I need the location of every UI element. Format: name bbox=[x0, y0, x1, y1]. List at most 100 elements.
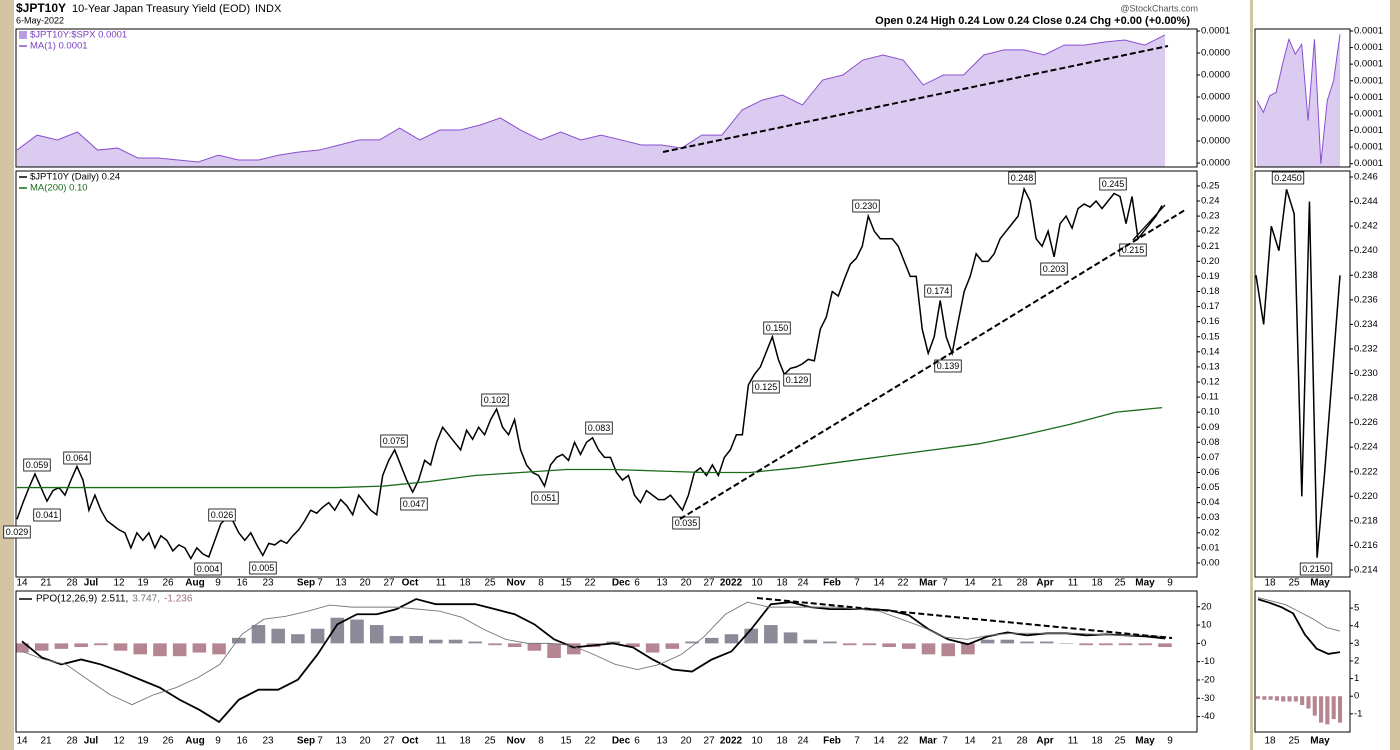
annotation-box bbox=[672, 516, 700, 530]
x-tick-label: 11 bbox=[436, 578, 447, 589]
y-tick-label: 0.11 bbox=[1201, 392, 1219, 403]
histogram-bar bbox=[153, 643, 167, 657]
y-tick-label: 0.244 bbox=[1354, 196, 1378, 207]
exchange: INDX bbox=[255, 3, 282, 15]
histogram-bar bbox=[1118, 643, 1133, 646]
x-tick-label: 12 bbox=[113, 578, 125, 589]
x-tick-label: 27 bbox=[383, 578, 395, 589]
legend-label: -1.236 bbox=[164, 594, 193, 605]
y-tick-label: 0.238 bbox=[1354, 270, 1378, 281]
x-tick-label: 23 bbox=[262, 736, 274, 747]
x-tick-label: Aug bbox=[185, 578, 204, 589]
line bbox=[21, 598, 1166, 724]
y-tick-label: 0.12 bbox=[1201, 377, 1220, 388]
x-tick-label: Mar bbox=[919, 736, 937, 747]
instrument-name: 10-Year Japan Treasury Yield (EOD) bbox=[72, 3, 250, 15]
y-tick-label: 0.0001 bbox=[1354, 108, 1383, 119]
annotation-box bbox=[783, 373, 811, 387]
x-tick-label: 22 bbox=[584, 736, 596, 747]
annotation-label: 0.075 bbox=[383, 436, 406, 446]
histogram-bar bbox=[1079, 643, 1093, 646]
y-tick-label: 0.03 bbox=[1201, 512, 1220, 523]
x-tick-label: Feb bbox=[823, 578, 841, 589]
annotation-box bbox=[1008, 171, 1036, 185]
legend-label: MA(1) 0.0001 bbox=[30, 41, 88, 52]
annotation-label: 0.139 bbox=[937, 361, 960, 371]
histogram-bar bbox=[803, 639, 818, 644]
y-tick-label: -30 bbox=[1201, 693, 1215, 704]
x-tick-label: 9 bbox=[1167, 578, 1173, 589]
annotation-box bbox=[481, 393, 509, 407]
trend-line bbox=[756, 597, 1173, 639]
histogram-bar bbox=[1306, 696, 1311, 709]
symbol: $JPT10Y bbox=[16, 1, 66, 15]
x-tick-label: 25 bbox=[1114, 736, 1126, 747]
x-tick-label: May bbox=[1310, 736, 1330, 747]
x-tick-label: 21 bbox=[991, 578, 1003, 589]
y-tick-label: 3 bbox=[1354, 638, 1359, 649]
x-tick-label: 28 bbox=[1016, 736, 1028, 747]
quote: Open 0.24 High 0.24 Low 0.24 Close 0.24 … bbox=[875, 15, 1190, 27]
y-tick-label: 0 bbox=[1201, 638, 1206, 649]
x-tick-label: 18 bbox=[1091, 736, 1103, 747]
x-tick-label: 6 bbox=[634, 736, 640, 747]
annotation-box bbox=[380, 434, 408, 448]
x-tick-label: 2022 bbox=[720, 736, 743, 747]
y-tick-label: 0.05 bbox=[1201, 482, 1220, 493]
y-tick-label: 0.0001 bbox=[1354, 158, 1383, 169]
x-tick-label: 26 bbox=[162, 578, 174, 589]
x-tick-label: 22 bbox=[584, 578, 596, 589]
histogram-bar bbox=[665, 643, 680, 649]
x-tick-label: Jul bbox=[84, 736, 99, 747]
x-tick-label: Apr bbox=[1036, 736, 1053, 747]
y-tick-label: 0.0001 bbox=[1354, 42, 1383, 53]
x-tick-label: 13 bbox=[656, 736, 668, 747]
histogram-bar bbox=[685, 641, 699, 644]
x-tick-label: 18 bbox=[1264, 578, 1276, 589]
plot-area bbox=[16, 34, 1166, 167]
y-tick-label: 0.216 bbox=[1354, 540, 1378, 551]
y-tick-label: 0.220 bbox=[1354, 491, 1378, 502]
histogram-bar bbox=[764, 625, 778, 644]
y-tick-label: 0.0000 bbox=[1201, 158, 1230, 169]
y-tick-label: 0.25 bbox=[1201, 180, 1220, 191]
histogram-bar bbox=[1274, 696, 1279, 701]
x-tick-label: 25 bbox=[1288, 736, 1300, 747]
x-tick-label: 15 bbox=[560, 578, 572, 589]
x-tick-label: 21 bbox=[40, 736, 52, 747]
x-tick-label: 19 bbox=[137, 578, 149, 589]
x-tick-label: 28 bbox=[66, 736, 78, 747]
annotation-box bbox=[924, 284, 952, 298]
y-tick-label: 0.0000 bbox=[1201, 48, 1230, 59]
x-tick-label: 18 bbox=[776, 578, 788, 589]
histogram-bar bbox=[94, 643, 108, 646]
y-tick-label: 0.07 bbox=[1201, 452, 1220, 463]
panel-frame bbox=[1254, 590, 1351, 733]
y-tick-label: -1 bbox=[1354, 708, 1362, 719]
histogram-bar bbox=[941, 643, 956, 657]
x-tick-label: 23 bbox=[262, 578, 274, 589]
x-tick-label: 10 bbox=[751, 736, 763, 747]
x-tick-label: 13 bbox=[335, 578, 347, 589]
histogram-bar bbox=[783, 632, 798, 644]
y-tick-label: 0.0000 bbox=[1201, 136, 1230, 147]
y-tick-label: 0.00 bbox=[1201, 557, 1220, 568]
histogram-bar bbox=[16, 643, 29, 653]
x-tick-label: 27 bbox=[703, 578, 715, 589]
x-tick-label: 11 bbox=[1068, 736, 1079, 747]
annotation-box bbox=[1271, 171, 1305, 185]
x-tick-label: Jul bbox=[84, 578, 99, 589]
y-tick-label: 0.0000 bbox=[1201, 92, 1230, 103]
x-tick-label: 19 bbox=[137, 736, 149, 747]
histogram-bar bbox=[1020, 641, 1034, 644]
area-line bbox=[16, 34, 1166, 163]
y-tick-label: 2 bbox=[1354, 655, 1359, 666]
x-tick-label: 28 bbox=[66, 578, 78, 589]
histogram-bar bbox=[1099, 643, 1113, 646]
x-tick-label: Feb bbox=[823, 736, 841, 747]
histogram-bar bbox=[1039, 641, 1054, 644]
x-tick-label: 25 bbox=[484, 736, 496, 747]
histogram-bar bbox=[429, 639, 443, 644]
x-tick-label: Sep bbox=[297, 736, 315, 747]
annotation-box bbox=[585, 421, 613, 435]
